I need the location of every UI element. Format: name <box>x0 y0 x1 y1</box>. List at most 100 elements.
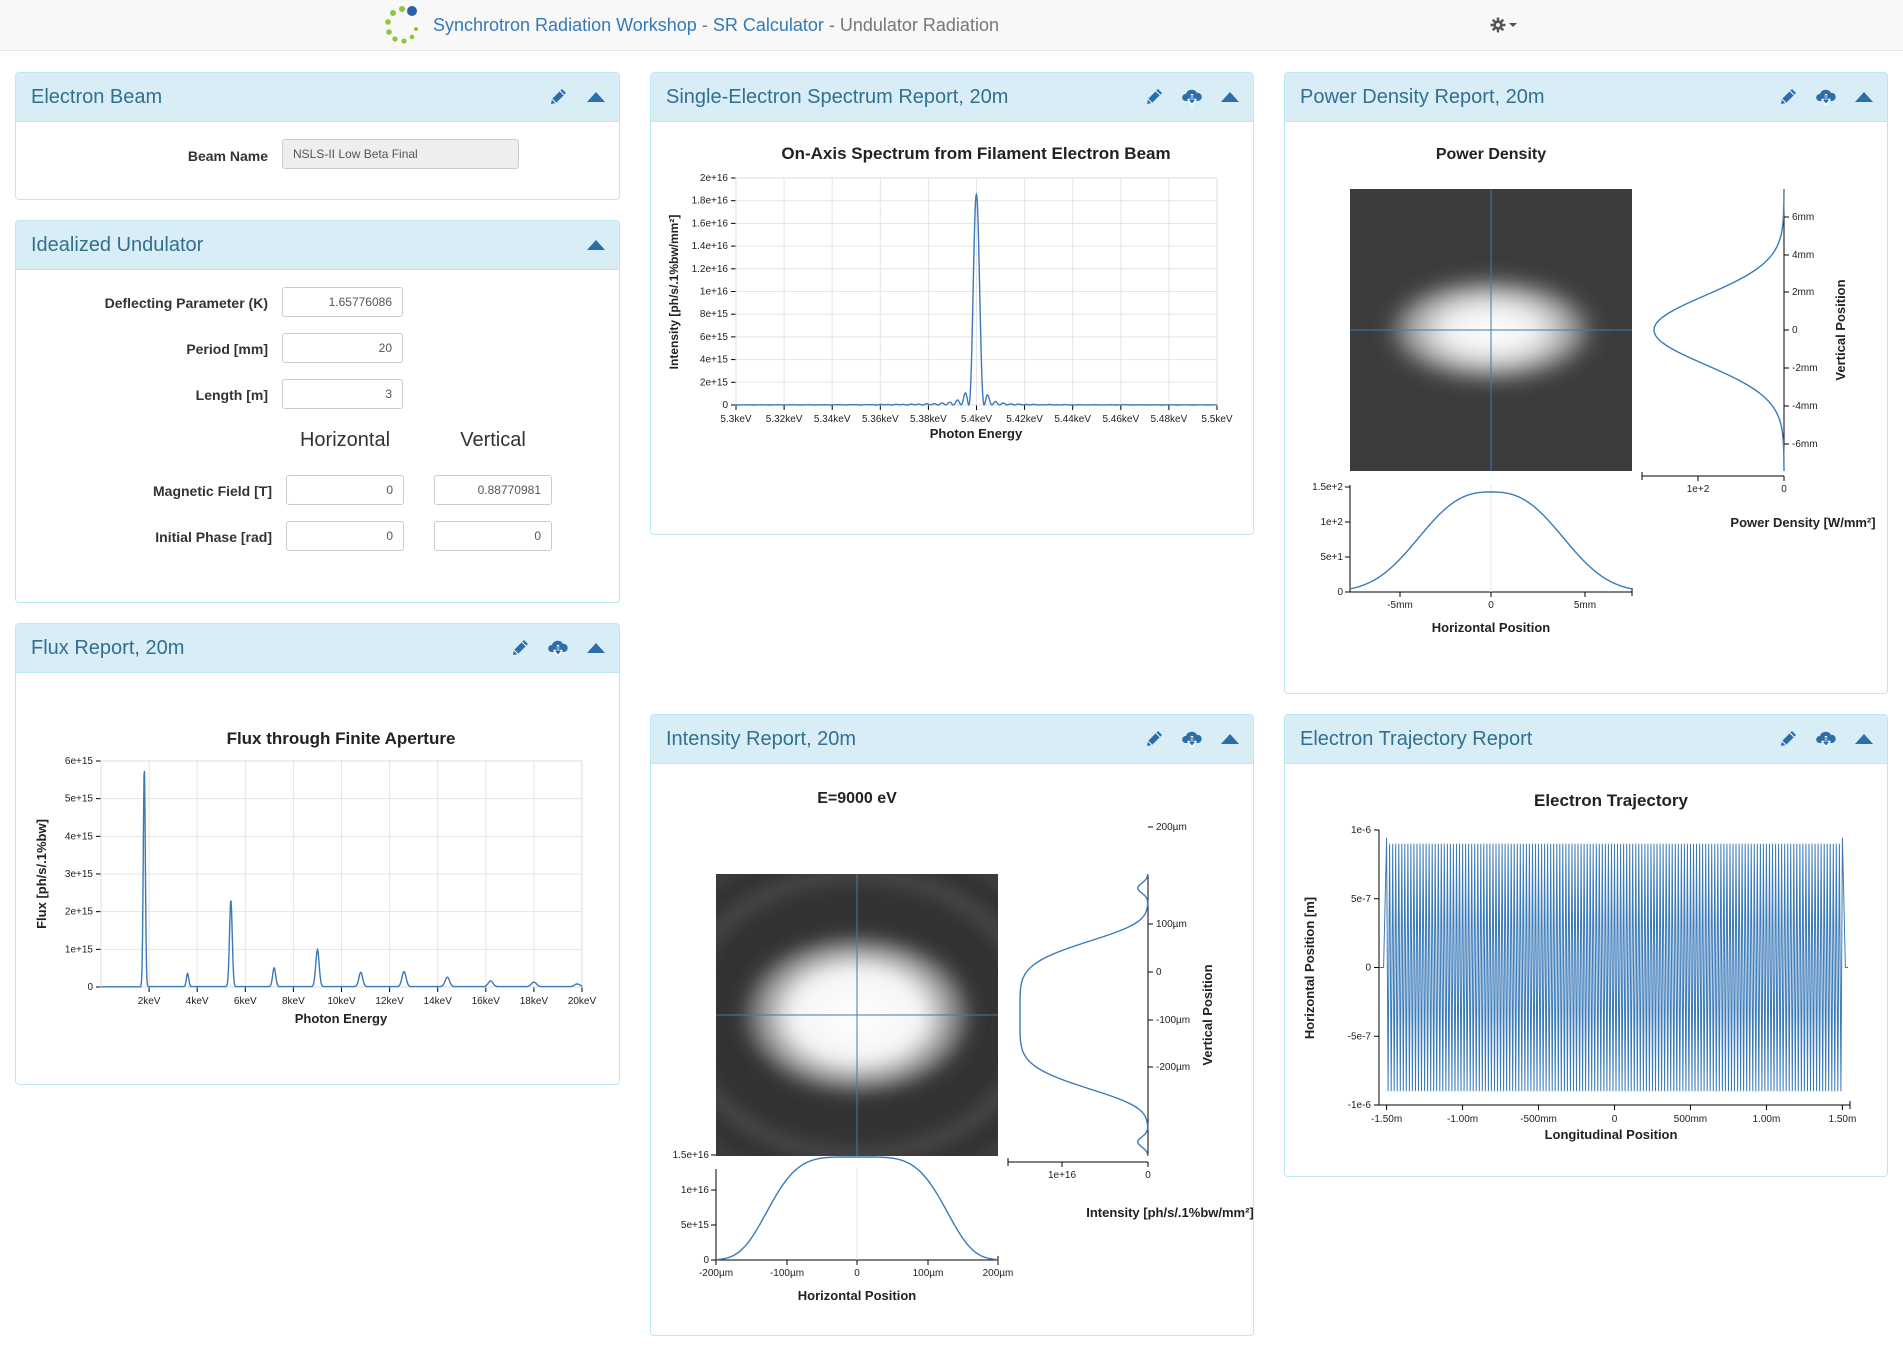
y-tick-label: -100µm <box>1156 1015 1190 1026</box>
chevron-up-icon <box>1855 92 1873 102</box>
chevron-up-icon <box>587 240 605 250</box>
period-field[interactable] <box>282 333 403 363</box>
collapse-button[interactable] <box>581 231 611 259</box>
chevron-up-icon <box>587 643 605 653</box>
y-tick-label: 0 <box>1365 963 1371 974</box>
collapse-button[interactable] <box>1215 725 1245 753</box>
length-field[interactable] <box>282 379 403 409</box>
hcut-y-tick-label: 1.5e+2 <box>1312 482 1343 493</box>
edit-button[interactable] <box>543 83 573 111</box>
edit-button[interactable] <box>1139 725 1169 753</box>
x-tick-label: 14keV <box>424 996 453 1007</box>
hcut-series-line <box>716 1156 998 1261</box>
edit-button[interactable] <box>1773 725 1803 753</box>
cloud-download-icon <box>1816 89 1836 106</box>
vertical-column-header: Vertical <box>460 429 526 451</box>
download-button[interactable] <box>1177 725 1207 753</box>
x-tick-label: 5.3keV <box>720 414 751 425</box>
initial-phase-vertical-field[interactable] <box>434 521 552 551</box>
y-tick-label: 3e+15 <box>65 869 94 880</box>
settings-dropdown[interactable] <box>1490 13 1524 37</box>
x-tick-label: 5.4keV <box>961 414 992 425</box>
hcut-y-tick-label: 1e+16 <box>681 1185 710 1196</box>
panel-title: Power Density Report, 20m <box>1300 85 1545 108</box>
download-button[interactable] <box>1177 83 1207 111</box>
caret-down-icon <box>1509 23 1517 27</box>
x-tick-label: 5.42keV <box>1006 414 1043 425</box>
collapse-button[interactable] <box>1849 83 1879 111</box>
pencil-icon <box>1147 731 1162 746</box>
x-tick-label: 20keV <box>568 996 597 1007</box>
download-button[interactable] <box>543 634 573 662</box>
pencil-icon <box>1781 89 1796 104</box>
hcut-y-tick-label: 5e+15 <box>681 1220 710 1231</box>
y-tick-label: 2e+15 <box>700 377 729 388</box>
pencil-icon <box>551 89 566 104</box>
panel-heading: Intensity Report, 20m <box>651 715 1253 764</box>
electron-trajectory-panel: Electron Trajectory Report Electron Traj… <box>1284 714 1888 1177</box>
y-tick-label: 1e+15 <box>65 944 94 955</box>
top-navbar: Synchrotron Radiation Workshop - SR Calc… <box>0 0 1903 51</box>
horizontal-column-header: Horizontal <box>299 429 391 451</box>
y-tick-label: 2e+16 <box>700 173 729 184</box>
y-axis-label: Intensity [ph/s/.1%bw/mm²] <box>667 215 681 370</box>
initial-phase-horizontal-field[interactable] <box>286 521 404 551</box>
gear-icon <box>1490 17 1506 33</box>
y-tick-label: 0 <box>1156 967 1162 978</box>
hcut-y-tick-label: 1.5e+16 <box>673 1150 710 1161</box>
x-tick-label: -500mm <box>1520 1114 1557 1125</box>
y-tick-label: 0 <box>1792 325 1798 336</box>
x-tick-label: 5.38keV <box>910 414 947 425</box>
x-tick-label: 4keV <box>186 996 209 1007</box>
download-button[interactable] <box>1811 725 1841 753</box>
vcut-x-tick-label: 0 <box>1781 484 1787 495</box>
y-tick-label: 1.8e+16 <box>692 196 729 207</box>
chart-title: Electron Trajectory <box>1534 791 1689 810</box>
x-tick-label: 5.46keV <box>1102 414 1139 425</box>
edit-button[interactable] <box>1773 83 1803 111</box>
edit-button[interactable] <box>1139 83 1169 111</box>
x-tick-label: 1.50m <box>1829 1114 1857 1125</box>
beam-name-label: Beam Name <box>187 148 268 164</box>
x-tick-label: 200µm <box>983 1268 1014 1279</box>
k-field[interactable] <box>282 287 403 317</box>
spectrum-series-line <box>736 192 1217 407</box>
cloud-download-icon <box>548 640 568 657</box>
y-tick-label: 8e+15 <box>700 309 729 320</box>
trajectory-series-line <box>1379 837 1848 1092</box>
collapse-button[interactable] <box>581 83 611 111</box>
collapse-button[interactable] <box>1849 725 1879 753</box>
brand[interactable]: Synchrotron Radiation Workshop - SR Calc… <box>381 6 999 44</box>
magnetic-field-vertical-field[interactable] <box>434 475 552 505</box>
x-tick-label: 5mm <box>1574 600 1596 611</box>
pencil-icon <box>513 640 528 655</box>
chart-title: Flux through Finite Aperture <box>227 729 456 748</box>
beam-name-field[interactable] <box>282 139 519 169</box>
x-tick-label: -1.50m <box>1371 1114 1402 1125</box>
x-tick-label: 18keV <box>520 996 549 1007</box>
collapse-button[interactable] <box>581 634 611 662</box>
pencil-icon <box>1147 89 1162 104</box>
magnetic-field-horizontal-field[interactable] <box>286 475 404 505</box>
edit-button[interactable] <box>505 634 535 662</box>
x-axis-label: Photon Energy <box>295 1011 388 1026</box>
panel-heading: Idealized Undulator <box>16 221 619 270</box>
app-title-link[interactable]: Synchrotron Radiation Workshop <box>433 14 697 35</box>
page-title: Undulator Radiation <box>839 14 999 35</box>
z-axis-label: Intensity [ph/s/.1%bw/mm²] <box>1086 1205 1253 1220</box>
power-density-chart: Power Density 0 5e+1 1e+2 1.5e+2 -5mm 0 5mm Hori… <box>1312 146 1875 635</box>
y-tick-label: 1e-6 <box>1351 825 1371 836</box>
vcut-series-line <box>1019 874 1149 1156</box>
y-tick-label: 2mm <box>1792 287 1814 298</box>
x-tick-label: 5.34keV <box>814 414 851 425</box>
collapse-button[interactable] <box>1215 83 1245 111</box>
y-tick-label: 6e+15 <box>700 332 729 343</box>
panel-title: Flux Report, 20m <box>31 636 185 659</box>
y-tick-label: -5e-7 <box>1348 1031 1372 1042</box>
calculator-link[interactable]: SR Calculator <box>712 14 824 35</box>
y-tick-label: -4mm <box>1792 401 1818 412</box>
y-tick-label: -1e-6 <box>1348 1100 1372 1111</box>
download-button[interactable] <box>1811 83 1841 111</box>
y-tick-label: 100µm <box>1156 919 1187 930</box>
panel-title: Electron Beam <box>31 85 163 108</box>
